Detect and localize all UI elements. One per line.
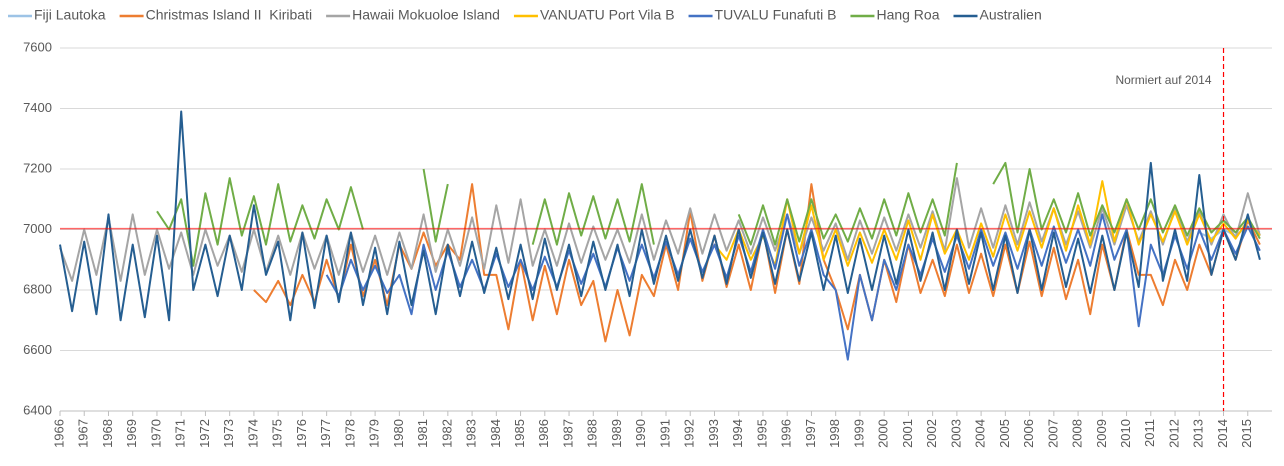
x-tick-label: 2002 bbox=[924, 419, 939, 448]
x-tick-label: 2015 bbox=[1239, 419, 1254, 448]
x-tick-label: 1974 bbox=[245, 419, 260, 448]
x-tick-label: 1983 bbox=[464, 419, 479, 448]
plot-area bbox=[59, 110, 1261, 361]
legend-label: TUVALU Funafuti B bbox=[715, 7, 837, 23]
x-tick-label: 1967 bbox=[76, 419, 91, 448]
x-tick-label: 1975 bbox=[270, 419, 285, 448]
x-tick-label: 1991 bbox=[657, 419, 672, 448]
x-tick-label: 2008 bbox=[1070, 419, 1085, 448]
x-tick-label: 2011 bbox=[1142, 419, 1157, 447]
x-tick-label: 2012 bbox=[1166, 419, 1181, 448]
annotation: Normiert auf 2014 bbox=[1115, 73, 1211, 87]
y-tick-label: 6800 bbox=[23, 281, 52, 296]
legend-item: Christmas Island II Kiribati bbox=[119, 7, 313, 23]
y-tick-label: 7600 bbox=[23, 39, 52, 54]
x-tick-label: 1984 bbox=[488, 419, 503, 448]
y-tick-label: 6400 bbox=[23, 402, 52, 417]
legend-item: Hang Roa bbox=[850, 7, 940, 23]
x-tick-label: 1971 bbox=[173, 419, 188, 448]
x-tick-label: 2005 bbox=[997, 419, 1012, 448]
x-tick-label: 2007 bbox=[1045, 419, 1060, 448]
x-tick-label: 1995 bbox=[754, 419, 769, 448]
x-tick-label: 2001 bbox=[900, 419, 915, 448]
x-tick-label: 1999 bbox=[851, 419, 866, 448]
x-tick-label: 2004 bbox=[973, 419, 988, 448]
series-line bbox=[156, 161, 1261, 267]
x-tick-label: 1990 bbox=[633, 419, 648, 448]
y-tick-label: 7000 bbox=[23, 221, 52, 236]
x-tick-label: 1972 bbox=[197, 419, 212, 448]
x-tick-label: 1977 bbox=[318, 419, 333, 448]
x-tick-label: 1978 bbox=[342, 419, 357, 448]
series-line bbox=[713, 180, 1261, 267]
legend-item: VANUATU Port Vila B bbox=[513, 7, 675, 23]
x-tick-label: 2010 bbox=[1118, 419, 1133, 448]
x-tick-label: 1989 bbox=[609, 419, 624, 448]
x-tick-label: 1982 bbox=[439, 419, 454, 448]
legend-label: Fiji Lautoka bbox=[34, 7, 106, 23]
x-tick-label: 2006 bbox=[1021, 419, 1036, 448]
x-tick-label: 2000 bbox=[876, 419, 891, 448]
x-tick-label: 1976 bbox=[294, 419, 309, 448]
x-tick-label: 1966 bbox=[51, 419, 66, 448]
x-tick-label: 1968 bbox=[100, 419, 115, 448]
legend-item: TUVALU Funafuti B bbox=[688, 7, 837, 23]
x-tick-label: 2003 bbox=[948, 419, 963, 448]
legend-item: Australien bbox=[953, 7, 1042, 23]
x-tick-label: 2013 bbox=[1191, 419, 1206, 448]
x-tick-label: 1998 bbox=[827, 419, 842, 448]
x-tick-label: 1993 bbox=[706, 419, 721, 448]
x-tick-label: 1996 bbox=[779, 419, 794, 448]
x-tick-label: 2009 bbox=[1094, 419, 1109, 448]
legend-item: Hawaii Mokuoloe Island bbox=[326, 7, 500, 23]
y-tick-label: 7400 bbox=[23, 100, 52, 115]
x-tick-label: 1979 bbox=[367, 419, 382, 448]
x-tick-label: 1973 bbox=[221, 419, 236, 448]
legend-label: Christmas Island II Kiribati bbox=[146, 7, 313, 23]
x-tick-label: 1997 bbox=[803, 419, 818, 448]
y-tick-label: 7200 bbox=[23, 160, 52, 175]
x-tick-label: 1980 bbox=[391, 419, 406, 448]
x-tick-label: 2014 bbox=[1215, 419, 1230, 448]
x-tick-label: 1969 bbox=[124, 419, 139, 448]
y-tick-label: 6600 bbox=[23, 342, 52, 357]
legend-item: Fiji Lautoka bbox=[8, 7, 106, 23]
legend-label: Hang Roa bbox=[876, 7, 939, 23]
x-tick-label: 1992 bbox=[682, 419, 697, 448]
x-tick-label: 1970 bbox=[148, 419, 163, 448]
x-tick-label: 1981 bbox=[415, 419, 430, 448]
x-tick-label: 1986 bbox=[536, 419, 551, 448]
legend-label: VANUATU Port Vila B bbox=[540, 7, 675, 23]
x-tick-label: 1987 bbox=[560, 419, 575, 448]
series-line bbox=[59, 110, 1261, 322]
x-tick-label: 1985 bbox=[512, 419, 527, 448]
x-tick-label: 1994 bbox=[730, 419, 745, 448]
legend-label: Australien bbox=[980, 7, 1042, 23]
legend-label: Hawaii Mokuoloe Island bbox=[352, 7, 500, 23]
x-tick-label: 1988 bbox=[585, 419, 600, 448]
legend: Fiji Lautoka Christmas Island II Kiribati… bbox=[8, 7, 1042, 23]
series-line bbox=[253, 183, 1261, 343]
